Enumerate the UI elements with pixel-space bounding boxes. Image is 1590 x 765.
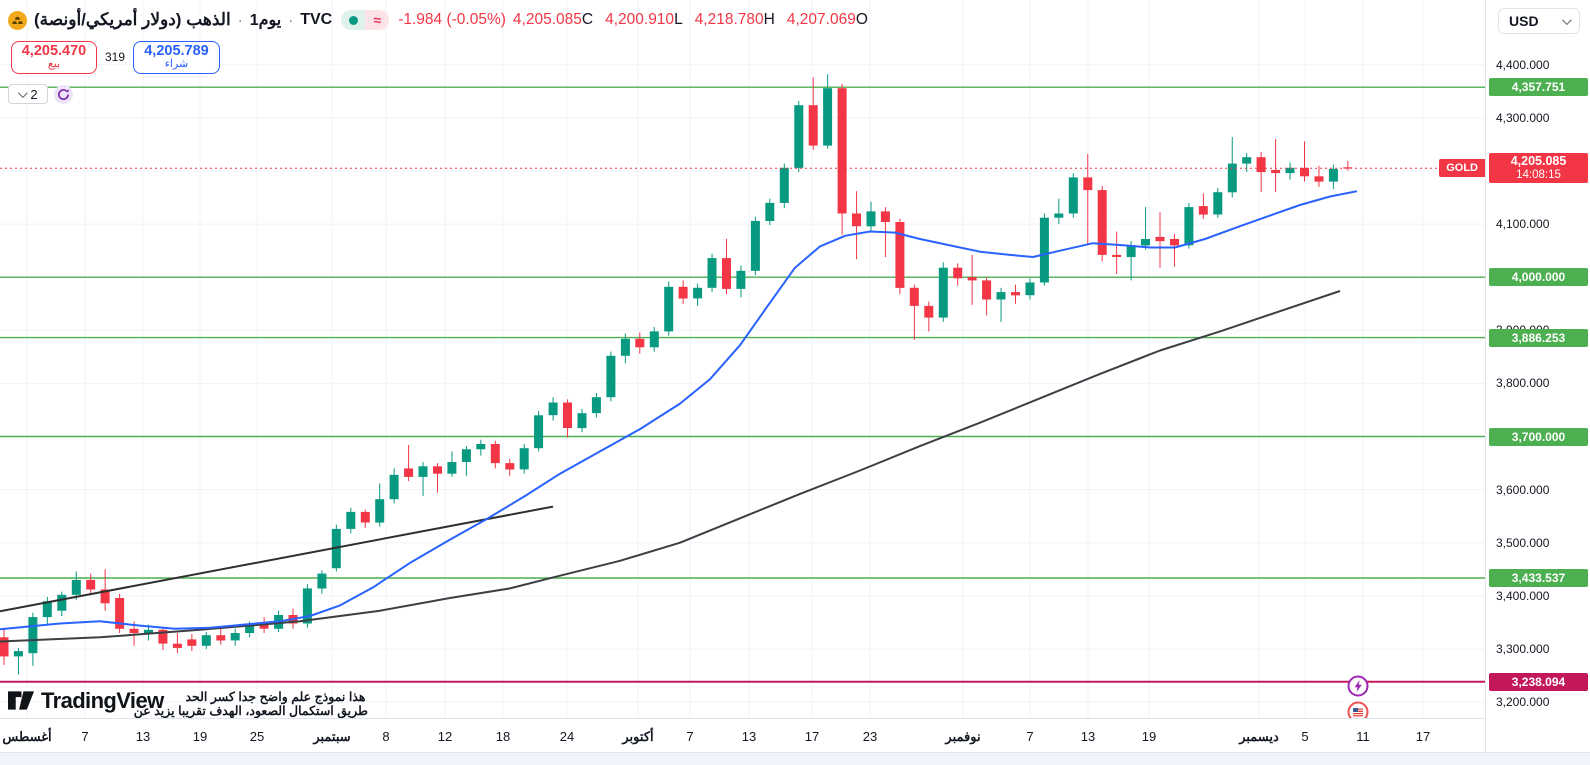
time-axis-day-label: 7 xyxy=(686,729,694,744)
symbol-title[interactable]: الذهب (دولار أمريكي/أونصة) xyxy=(34,10,231,29)
buy-button[interactable]: 4,205.789 شراء xyxy=(133,41,220,74)
refresh-icon xyxy=(58,89,69,100)
time-axis-month-label: أكتوبر xyxy=(622,729,654,744)
time-axis-month-label: نوفمبر xyxy=(945,729,981,744)
tradingview-logo-icon xyxy=(8,691,35,710)
interval-label[interactable]: 1يوم xyxy=(249,12,282,29)
separator-dot: · xyxy=(288,11,294,29)
annotation-line-1: هذا نموذج علم واضح جدا كسر الحد xyxy=(185,690,366,704)
price-scale-label: 3,400.000 xyxy=(1496,588,1550,603)
time-axis-day-label: 5 xyxy=(1301,729,1309,744)
trendline[interactable] xyxy=(0,505,554,613)
delayed-data-icon: ≈ xyxy=(365,10,390,30)
time-axis-month-label: ديسمبر xyxy=(1239,729,1279,744)
price-scale-label: 3,200.000 xyxy=(1496,695,1550,710)
indicator-count-button[interactable]: 2 xyxy=(8,84,48,104)
time-axis-month-label: أغسطس xyxy=(2,729,52,744)
gridlines xyxy=(0,0,1485,718)
price-level-badge: 3,886.253 xyxy=(1489,328,1588,347)
current-price-badge: 4,205.085 14:08:15 xyxy=(1489,153,1588,184)
candlestick-series[interactable] xyxy=(0,74,1353,675)
annotation-line-2: طريق استكمال الصعود، الهدف تقريبا يزيد ع… xyxy=(133,704,368,718)
time-axis-day-label: 23 xyxy=(862,729,878,744)
market-open-dot-icon xyxy=(341,10,366,30)
time-axis[interactable]: ⚙ أغسطس7131925سبتمبر8121824أكتوبر7131723… xyxy=(0,718,1590,752)
symbol-legend[interactable]: الذهب (دولار أمريكي/أونصة) · 1يوم · TVC … xyxy=(8,8,868,32)
chevron-down-icon xyxy=(1561,14,1572,25)
tradingview-watermark: TradingView xyxy=(8,688,164,714)
ohlc-item: 4,205.085C xyxy=(512,11,594,28)
sync-button[interactable] xyxy=(54,85,73,104)
price-scale-label: 3,500.000 xyxy=(1496,535,1550,550)
price-chart-svg[interactable] xyxy=(0,0,1485,718)
horizontal-level-lines[interactable] xyxy=(0,86,1485,683)
spread-value: 319 xyxy=(104,50,126,64)
buy-label: شراء xyxy=(164,58,189,71)
chart-canvas[interactable]: الذهب (دولار أمريكي/أونصة) · 1يوم · TVC … xyxy=(0,0,1485,718)
price-scale-label: 3,300.000 xyxy=(1496,641,1550,656)
bar-countdown: 14:08:15 xyxy=(1516,169,1561,182)
gold-coin-icon xyxy=(8,10,27,30)
time-axis-day-label: 11 xyxy=(1356,729,1370,744)
sell-label: بيع xyxy=(47,58,61,71)
time-axis-day-label: 25 xyxy=(249,729,265,744)
price-scale-label: 4,400.000 xyxy=(1496,57,1550,72)
price-scale-label: 3,600.000 xyxy=(1496,482,1550,497)
price-level-badge: 4,000.000 xyxy=(1489,268,1588,287)
time-axis-month-label: سبتمبر xyxy=(313,729,351,744)
fast-moving-average-line[interactable] xyxy=(0,190,1358,631)
time-axis-day-label: 17 xyxy=(1415,729,1431,744)
price-change: -1.984 (-0.05%) xyxy=(398,11,506,28)
price-scale-label: 4,100.000 xyxy=(1496,217,1550,232)
time-axis-day-label: 7 xyxy=(81,729,89,744)
ohlc-values: 4,205.085C 4,200.910L 4,218.780H 4,207.069O xyxy=(513,11,868,29)
time-axis-day-label: 13 xyxy=(135,729,151,744)
chart-annotation-text[interactable]: هذا نموذج علم واضح جدا كسر الحد طريق است… xyxy=(133,690,368,718)
currency-label: USD xyxy=(1509,13,1539,29)
us-economic-event-icon[interactable] xyxy=(1347,701,1369,718)
time-axis-day-label: 19 xyxy=(1141,729,1157,744)
time-axis-day-label: 13 xyxy=(1080,729,1096,744)
market-status-pill[interactable]: ≈ xyxy=(341,10,390,30)
time-axis-day-label: 18 xyxy=(495,729,511,744)
time-axis-day-label: 7 xyxy=(1026,729,1034,744)
tradingview-brand-text: TradingView xyxy=(41,688,164,713)
price-level-badge: 4,357.751 xyxy=(1489,78,1588,97)
price-level-badge: 3,433.537 xyxy=(1489,569,1588,588)
sell-button[interactable]: 4,205.470 بيع xyxy=(11,41,97,74)
ohlc-item: 4,207.069O xyxy=(786,11,868,28)
price-level-badge: 3,238.094 xyxy=(1489,672,1588,691)
current-price: 4,205.085 xyxy=(1510,154,1567,169)
symbol-price-tag: GOLD xyxy=(1439,159,1485,178)
price-scale-label: 3,800.000 xyxy=(1496,376,1550,391)
slow-moving-average-line[interactable] xyxy=(0,290,1341,643)
buy-price: 4,205.789 xyxy=(144,43,209,60)
time-axis-day-label: 19 xyxy=(192,729,208,744)
price-scale-label: 4,300.000 xyxy=(1496,110,1550,125)
separator-dot: · xyxy=(237,11,243,29)
time-axis-day-label: 17 xyxy=(804,729,820,744)
time-axis-day-label: 24 xyxy=(559,729,575,744)
exchange-label[interactable]: TVC xyxy=(300,11,333,28)
ohlc-item: 4,200.910L xyxy=(605,11,683,28)
alert-lightning-icon[interactable] xyxy=(1347,675,1369,697)
sell-price: 4,205.470 xyxy=(21,43,87,60)
indicator-count: 2 xyxy=(30,86,38,102)
footer-strip xyxy=(0,752,1590,765)
price-level-badge: 3,700.000 xyxy=(1489,427,1588,446)
chevron-down-icon xyxy=(18,87,29,98)
time-axis-day-label: 13 xyxy=(741,729,757,744)
ohlc-item: 4,218.780H xyxy=(694,11,775,28)
time-axis-day-label: 8 xyxy=(382,729,390,744)
time-axis-day-label: 12 xyxy=(437,729,453,744)
currency-selector[interactable]: USD xyxy=(1498,8,1580,34)
price-axis[interactable]: USD 4,205.085 14:08:15 4,400.000 4,300.00… xyxy=(1485,0,1590,752)
